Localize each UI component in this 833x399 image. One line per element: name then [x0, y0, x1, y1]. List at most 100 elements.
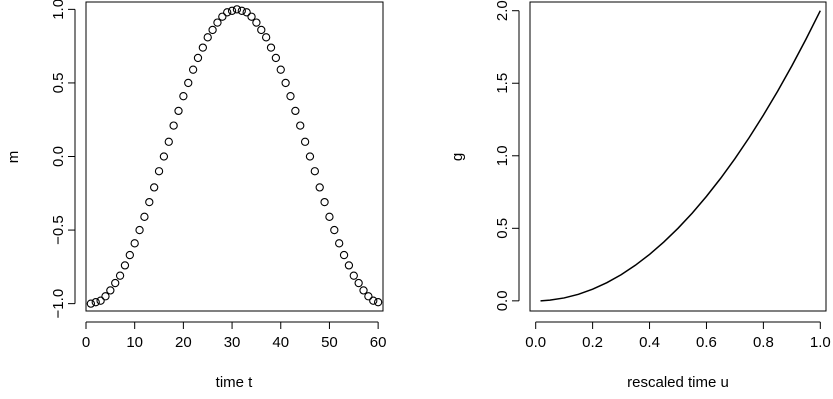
scatter-points [86, 5, 383, 308]
data-point [330, 225, 339, 235]
data-point [203, 33, 212, 42]
data-point [86, 299, 96, 308]
data-point [237, 6, 246, 15]
data-point [106, 286, 115, 295]
data-point [164, 137, 173, 146]
x-axis-right: 0.0 0.2 0.4 0.6 0.8 1.0 [525, 321, 831, 351]
y-tick-label: 0.0 [494, 290, 511, 311]
data-point [140, 212, 149, 221]
data-point [315, 183, 324, 192]
data-point [96, 296, 105, 305]
data-point [150, 183, 159, 192]
data-point [227, 6, 237, 15]
x-tick-label: 0.0 [525, 334, 546, 351]
series-line [540, 10, 821, 302]
data-point [218, 12, 227, 21]
data-point [213, 18, 222, 27]
data-point [281, 78, 290, 88]
data-point [242, 8, 251, 17]
data-point [335, 239, 344, 248]
data-point [91, 298, 100, 307]
data-point [320, 197, 329, 207]
y-tick-label: 1.0 [494, 145, 511, 166]
y-axis-title-right: g [449, 153, 466, 161]
data-point [291, 106, 300, 116]
x-tick-label: 10 [126, 334, 143, 351]
data-point [198, 43, 208, 52]
data-point [111, 278, 120, 288]
x-axis-left: 0 10 20 30 40 50 60 [82, 321, 387, 351]
y-tick-label: 1.5 [494, 73, 511, 94]
y-tick-label: −1.0 [50, 289, 67, 319]
data-point [223, 8, 232, 17]
data-point [232, 5, 242, 14]
x-tick-label: 0 [82, 334, 90, 351]
y-tick-label: 0.0 [50, 146, 67, 167]
data-point [305, 152, 315, 161]
data-point [310, 167, 319, 176]
data-point [339, 250, 349, 260]
x-axis-title-left: time t [216, 374, 254, 391]
plot-frame-left [85, 1, 384, 312]
x-tick-label: 0.6 [696, 334, 717, 351]
data-point [208, 25, 217, 35]
data-point [364, 292, 373, 301]
data-point [257, 25, 266, 35]
data-point [261, 33, 271, 42]
data-point [369, 296, 378, 305]
data-point [115, 271, 125, 280]
y-axis-title-left: m [5, 151, 22, 164]
data-point [344, 261, 354, 270]
data-point [101, 292, 110, 301]
panel-right: 0.0 0.2 0.4 0.6 0.8 1.0 0.0 0.5 1.0 1.5 2.0 resca… [449, 0, 831, 391]
data-point [325, 212, 334, 221]
data-point [135, 225, 144, 235]
data-point [188, 65, 198, 74]
data-point [247, 12, 256, 21]
y-tick-label: 0.5 [494, 218, 511, 239]
x-tick-label: 30 [224, 334, 241, 351]
plot-frame-right [529, 1, 827, 312]
y-tick-label: 1.0 [50, 0, 67, 20]
data-point [252, 18, 261, 27]
y-tick-label: −0.5 [50, 215, 67, 245]
data-point [266, 43, 276, 52]
x-tick-label: 0.4 [639, 334, 660, 351]
data-point [120, 261, 130, 270]
data-point [193, 53, 203, 63]
x-tick-label: 60 [370, 334, 387, 351]
data-point [286, 92, 295, 101]
data-point [349, 271, 358, 280]
data-point [300, 137, 310, 146]
data-point [184, 78, 193, 88]
data-point [145, 197, 154, 207]
data-point [276, 65, 285, 74]
x-tick-label: 1.0 [810, 334, 831, 351]
x-tick-label: 0.2 [582, 334, 603, 351]
data-point [154, 167, 164, 176]
data-point [125, 250, 134, 260]
data-point [159, 152, 169, 161]
line-series [540, 10, 821, 302]
x-tick-label: 50 [321, 334, 338, 351]
y-axis-left: −1.0 −0.5 0.0 0.5 1.0 [50, 0, 76, 319]
y-tick-label: 2.0 [494, 0, 511, 21]
y-axis-right: 0.0 0.5 1.0 1.5 2.0 [494, 0, 520, 311]
data-point [354, 278, 363, 288]
y-tick-label: 0.5 [50, 72, 67, 93]
x-tick-label: 20 [175, 334, 192, 351]
x-tick-label: 40 [272, 334, 289, 351]
x-tick-label: 0.8 [753, 334, 774, 351]
data-point [174, 106, 183, 116]
panel-left: 0 10 20 30 40 50 60 −1.0 −0.5 0.0 0.5 1.0 time t m [5, 0, 386, 391]
data-point [169, 121, 178, 130]
data-point [179, 92, 188, 101]
data-point [271, 53, 281, 63]
data-point [373, 298, 383, 307]
data-point [130, 239, 139, 248]
x-axis-title-right: rescaled time u [627, 374, 729, 391]
data-point [296, 121, 305, 130]
data-point [359, 286, 368, 295]
